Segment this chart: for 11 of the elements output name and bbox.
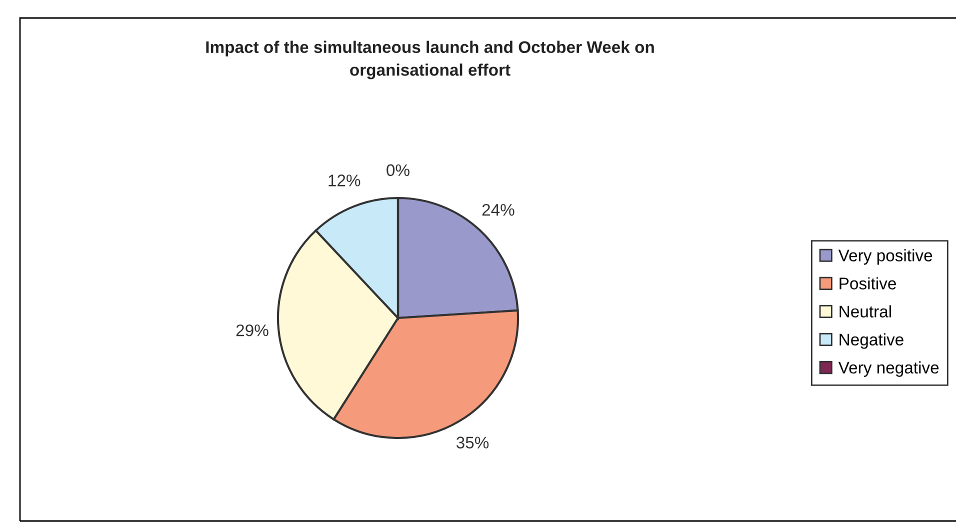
data-label: 24% xyxy=(482,204,514,216)
legend-label: Negative xyxy=(840,333,904,349)
legend-label: Neutral xyxy=(840,305,891,318)
data-label: 29% xyxy=(236,324,268,336)
legend-label: Positive xyxy=(840,277,896,290)
data-label: 12% xyxy=(328,174,360,186)
chart-title: Impact of the simultaneous launch and October Week on organisational effort xyxy=(206,40,654,80)
legend-label: Very positive xyxy=(838,249,932,265)
legend-label: Very negative xyxy=(838,361,939,377)
text: 0% xyxy=(386,164,410,176)
data-label: 35% xyxy=(456,436,489,448)
